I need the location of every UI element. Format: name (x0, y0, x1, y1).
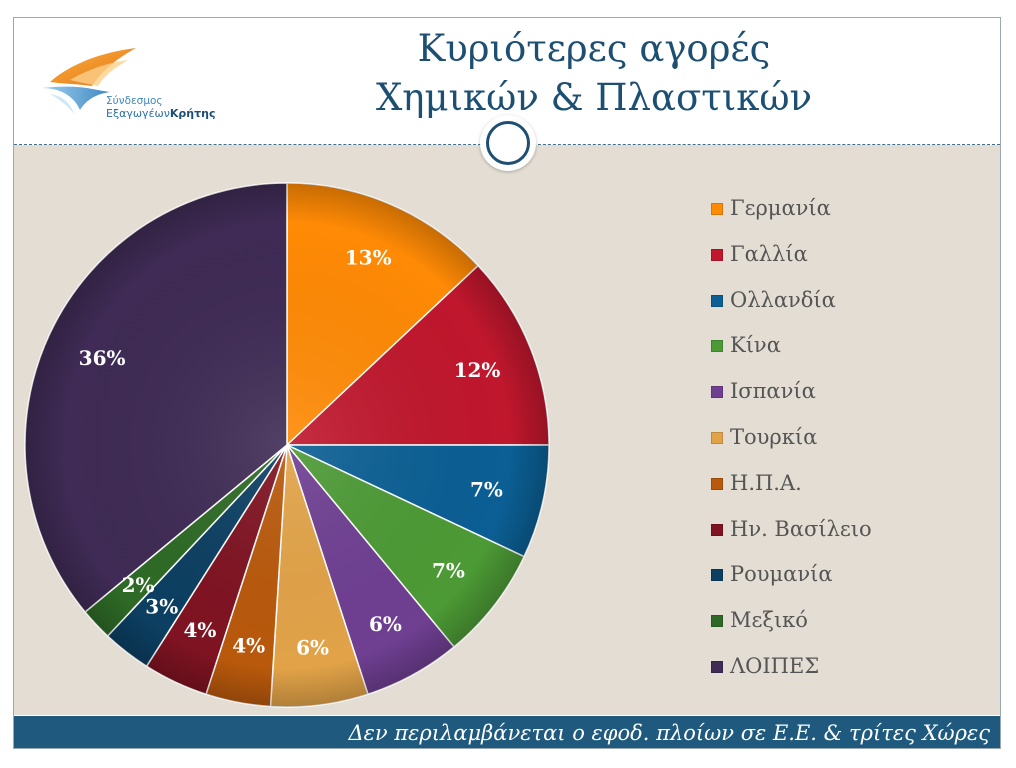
legend-swatch (711, 477, 723, 490)
legend-label: ΛΟΙΠΕΣ (730, 654, 820, 678)
legend-swatch (711, 569, 723, 582)
pie-data-label: 6% (369, 612, 402, 636)
chart-area: 13% 12% 7% 7% 6% 6% 4% 4% 3% 2% 36% Γερμανία Γαλλία… (14, 145, 1000, 715)
footer-note: Δεν περιλαμβάνεται ο εφοδ. πλοίων σε Ε.Ε… (14, 716, 1000, 748)
legend-label: Η.Π.Α. (730, 470, 802, 495)
legend-label: Ρουμανία (730, 562, 833, 587)
legend-label: Γαλλία (730, 241, 808, 266)
pie-data-label: 4% (184, 618, 217, 642)
slide-title-line-2: Χημικών & Πλαστικών (375, 76, 813, 119)
pie-data-label: 12% (454, 358, 501, 382)
pie-data-label: 7% (432, 558, 465, 582)
slide-title: Κυριότερες αγορές Χημικών & Πλαστικών (314, 24, 874, 122)
logo-line-1: Σύνδεσμος (106, 95, 163, 107)
pie-chart: 13%12%7%7%6%6%4%4%3%2%36% (24, 182, 550, 708)
legend-label: Ολλανδία (730, 287, 836, 312)
legend-swatch (711, 615, 723, 628)
pie-data-label: 2% (122, 573, 155, 597)
logo-line-2b: Κρήτης (169, 107, 216, 120)
legend-label: Ισπανία (730, 379, 816, 404)
legend-swatch (711, 203, 723, 215)
legend-swatch (711, 432, 723, 444)
pie-data-label: 6% (296, 636, 329, 660)
legend-swatch (711, 248, 723, 261)
slide-title-line-1: Κυριότερες αγορές (417, 27, 771, 70)
medallion-ring-icon (486, 121, 530, 165)
legend-label: Κίνα (730, 333, 781, 358)
header-medallion (480, 115, 536, 171)
logo-line-2: ΕξαγωγέωνΚρήτης (106, 107, 215, 120)
pie-data-label: 4% (232, 634, 265, 658)
legend-swatch (711, 386, 723, 399)
legend-label: Μεξικό (730, 608, 808, 633)
legend-label: Γερμανία (730, 196, 831, 220)
logo: Σύνδεσμος ΕξαγωγέωνΚρήτης (40, 44, 230, 120)
legend-label: Ην. Βασίλειο (730, 516, 872, 541)
flame-wave-logo-icon (42, 48, 136, 114)
legend-swatch (711, 523, 723, 536)
pie-data-label: 13% (345, 245, 392, 269)
slide-frame: Σύνδεσμος ΕξαγωγέωνΚρήτης Κυριότερες αγο… (13, 17, 1001, 749)
slide-header: Σύνδεσμος ΕξαγωγέωνΚρήτης Κυριότερες αγο… (14, 18, 1000, 144)
legend-label: Τουρκία (730, 425, 818, 449)
pie-data-label: 36% (79, 346, 126, 370)
logo-text: Σύνδεσμος ΕξαγωγέωνΚρήτης (106, 95, 215, 120)
legend-swatch (711, 294, 723, 307)
logo-line-2a: Εξαγωγέων (106, 107, 170, 120)
pie-data-label: 7% (470, 478, 503, 502)
pie-data-label: 3% (145, 594, 178, 618)
legend-swatch (711, 340, 723, 353)
legend-swatch (711, 661, 723, 673)
